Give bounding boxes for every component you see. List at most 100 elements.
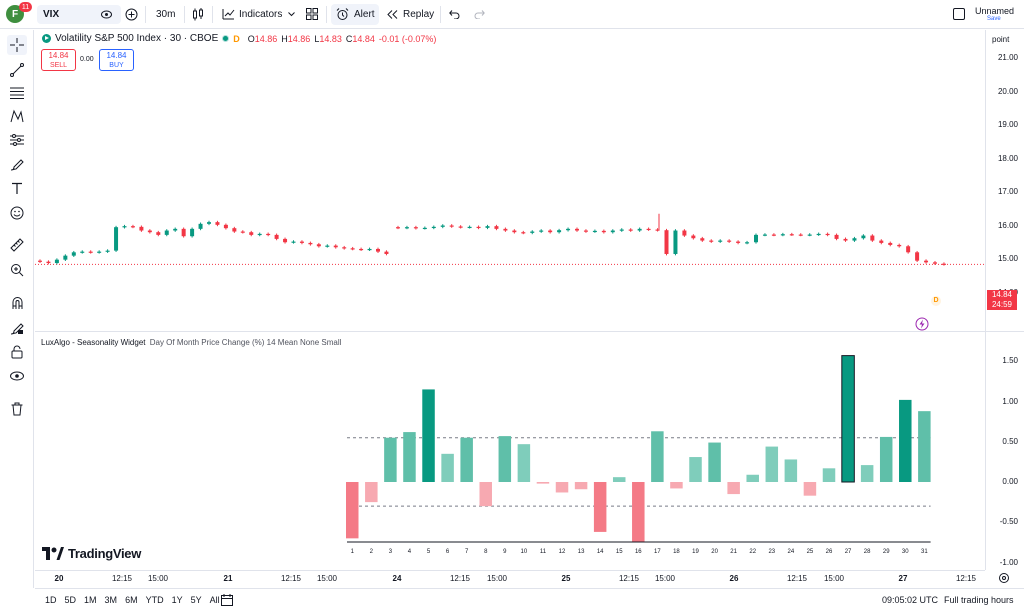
range-ytd[interactable]: YTD — [145, 595, 164, 605]
undo-icon[interactable] — [449, 9, 460, 19]
layout-name[interactable]: Unnamed — [975, 6, 1015, 16]
replay-icon[interactable] — [387, 10, 398, 19]
candle-body — [257, 233, 262, 236]
seasonality-bar — [879, 436, 893, 482]
day-label: 1 — [351, 549, 355, 555]
candle-type-icon[interactable] — [192, 8, 204, 21]
pane-divider[interactable] — [35, 331, 1024, 332]
buy-button[interactable]: 14.84 BUY — [99, 49, 134, 71]
seasonality-bar — [651, 431, 664, 482]
range-1d[interactable]: 1D — [45, 595, 57, 605]
candle-body — [367, 248, 372, 251]
candle-body — [888, 242, 893, 245]
range-all[interactable]: All — [209, 595, 220, 605]
redo-icon[interactable] — [474, 9, 485, 19]
session-selector[interactable]: Full trading hours — [944, 595, 1014, 605]
dividend-marker[interactable]: D — [931, 296, 941, 306]
day-label: 5 — [427, 549, 431, 555]
utc-clock[interactable]: 09:05:02 UTC — [882, 595, 939, 605]
candle-body — [494, 226, 499, 229]
range-5y[interactable]: 5Y — [190, 595, 202, 605]
trend-line-icon[interactable] — [7, 60, 27, 80]
day-label: 14 — [597, 549, 604, 555]
price-tick-label: 16.00 — [997, 220, 1018, 230]
layout-grid-icon[interactable] — [306, 8, 318, 20]
seasonality-bar — [860, 465, 874, 482]
data-flag: D — [233, 33, 240, 44]
range-1m[interactable]: 1M — [84, 595, 97, 605]
alert-label[interactable]: Alert — [354, 9, 375, 20]
seasonality-chart[interactable]: 1 2 3 4 5 6 7 8 9 10 11 12 13 14 15 16 17 18 19 20 21 22 23 24 2… — [35, 332, 985, 570]
top-toolbar: F 11 VIX 30m Indicators Alert Replay Unn… — [0, 0, 1024, 29]
range-1y[interactable]: 1Y — [171, 595, 183, 605]
add-symbol-icon[interactable] — [125, 8, 138, 21]
forecast-icon[interactable] — [7, 130, 27, 150]
candle-body — [754, 234, 758, 243]
candle-body — [503, 228, 508, 231]
lightning-event-icon[interactable] — [915, 317, 929, 331]
price-tick-label: 21.00 — [997, 53, 1018, 62]
separator — [212, 6, 213, 23]
candle-body — [655, 229, 660, 231]
chevron-down-icon[interactable] — [288, 12, 295, 17]
candle-body — [915, 252, 920, 261]
save-link[interactable]: Save — [987, 16, 1001, 22]
time-tick-label: 12:15 — [280, 574, 302, 583]
scale-mode[interactable]: point — [992, 35, 1010, 44]
crosshair-icon[interactable] — [7, 35, 27, 55]
candle-body — [198, 223, 203, 229]
change-value: -0.01 (-0.07%) — [378, 33, 437, 44]
candle-body — [512, 230, 517, 233]
fib-lines-icon[interactable] — [7, 83, 27, 103]
indicator-legend[interactable]: LuxAlgo - Seasonality Widget Day Of Mont… — [41, 338, 341, 347]
seasonality-bar — [918, 411, 931, 482]
day-label: 28 — [864, 549, 871, 555]
alarm-clock-icon[interactable] — [336, 8, 349, 21]
candle-body — [114, 227, 119, 251]
candle-body — [97, 251, 102, 253]
seasonality-bar — [899, 399, 912, 482]
trash-icon[interactable] — [7, 399, 27, 419]
range-5d[interactable]: 5D — [64, 595, 77, 605]
chart-settings-icon[interactable] — [998, 572, 1010, 584]
candle-body — [664, 230, 669, 254]
symbol-search[interactable]: VIX — [37, 5, 121, 24]
seasonality-bar — [536, 482, 550, 484]
replay-button[interactable]: Replay — [403, 9, 435, 20]
range-3m[interactable]: 3M — [104, 595, 118, 605]
ruler-icon[interactable] — [7, 235, 27, 255]
brush-icon[interactable] — [7, 154, 27, 174]
day-label: 31 — [921, 549, 928, 555]
indicator-tick-label: 0.00 — [1002, 477, 1018, 486]
day-label: 26 — [826, 549, 833, 555]
eye-icon[interactable] — [101, 10, 112, 19]
sell-button[interactable]: 14.84 SELL — [41, 49, 76, 71]
avatar-letter: F — [11, 8, 19, 20]
close-label: C — [345, 33, 353, 44]
price-chart[interactable] — [35, 30, 985, 330]
zoom-in-icon[interactable] — [7, 260, 27, 280]
seasonality-bar — [612, 477, 626, 482]
symbol-title[interactable]: Volatility S&P 500 Index · 30 · CBOE — [55, 33, 219, 44]
text-icon[interactable] — [7, 178, 27, 198]
candle-body — [879, 240, 884, 243]
indicators-button[interactable]: Indicators — [239, 9, 283, 20]
emoji-icon[interactable] — [7, 203, 27, 223]
candle-body — [404, 227, 409, 229]
calendar-icon[interactable] — [221, 594, 233, 606]
checkbox-icon[interactable] — [953, 8, 965, 20]
interval-button[interactable]: 30m — [156, 9, 176, 20]
lock-icon[interactable] — [7, 342, 27, 362]
time-tick-label: 15:00 — [316, 574, 338, 583]
time-tick-label: 15:00 — [147, 574, 169, 583]
magnet-icon[interactable] — [7, 293, 27, 313]
lock-drawing-icon[interactable] — [7, 318, 27, 338]
indicators-icon[interactable] — [222, 8, 235, 20]
range-6m[interactable]: 6M — [125, 595, 138, 605]
visibility-icon[interactable] — [7, 366, 27, 386]
time-axis[interactable]: 20 12:15 15:00 21 12:15 15:00 24 12:15 15:00 25 12… — [35, 570, 985, 588]
high-value: 14.86 — [287, 33, 311, 44]
pattern-icon[interactable] — [7, 106, 27, 126]
candle-body — [274, 234, 279, 239]
candle-body — [619, 229, 624, 231]
